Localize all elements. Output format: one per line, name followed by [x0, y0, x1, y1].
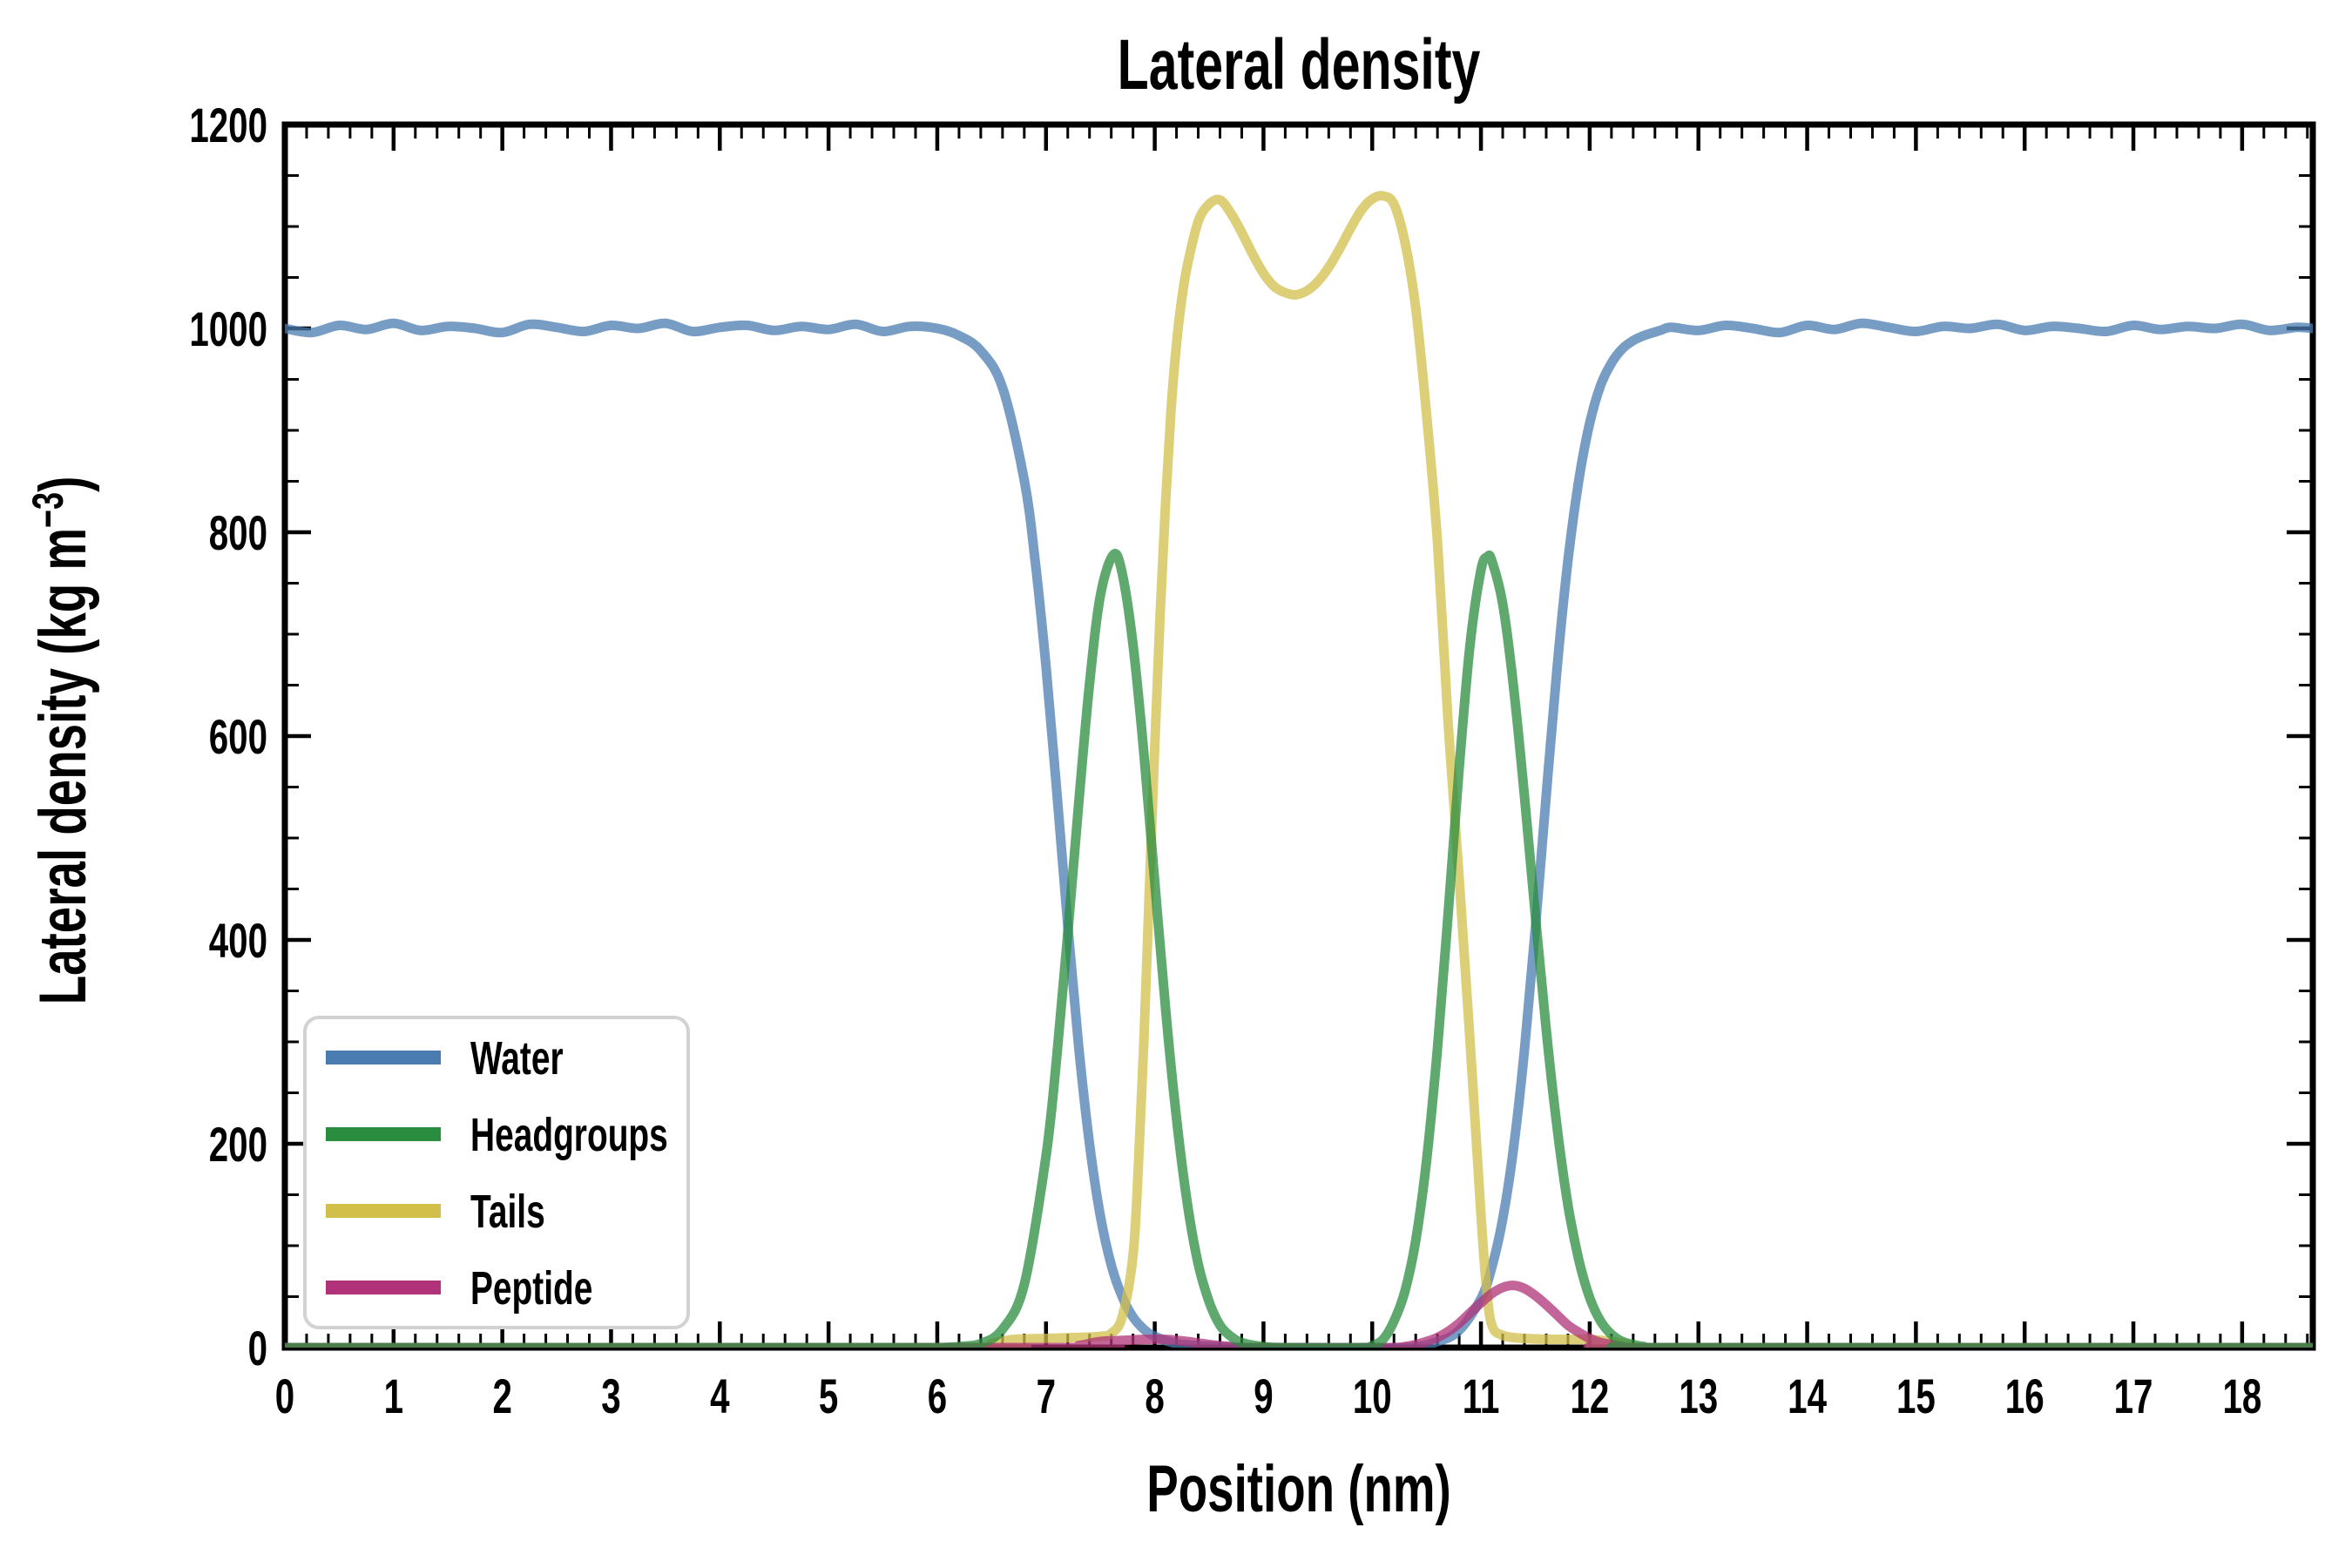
x-tick-label-7: 7	[1037, 1370, 1056, 1424]
legend-rows: Water Headgroups Tails Peptide	[326, 1031, 668, 1315]
y-tick-label-0: 0	[248, 1322, 267, 1376]
x-tick-label-17: 17	[2114, 1370, 2153, 1424]
x-tick-label-13: 13	[1679, 1370, 1718, 1424]
headgroups-curve	[285, 549, 2313, 1348]
legend: Water Headgroups Tails Peptide	[303, 1016, 690, 1329]
x-tick-label-11: 11	[1463, 1370, 1500, 1424]
x-tick-label-12: 12	[1570, 1370, 1609, 1424]
curves	[285, 191, 2313, 1348]
x-tick-label-6: 6	[928, 1370, 947, 1424]
x-tick-label-14: 14	[1788, 1370, 1827, 1424]
y-axis-label-superscript: −3	[24, 492, 72, 528]
y-tick-label-200: 200	[209, 1119, 267, 1173]
water-curve	[285, 318, 2313, 1348]
x-tick-label-8: 8	[1145, 1370, 1164, 1424]
x-tick-label-1: 1	[384, 1370, 403, 1424]
x-tick-label-3: 3	[601, 1370, 620, 1424]
x-tick-label-0: 0	[275, 1370, 294, 1424]
x-tick-label-15: 15	[1896, 1370, 1936, 1424]
y-tick-label-1000: 1000	[189, 303, 267, 357]
y-tick-label-600: 600	[209, 711, 267, 765]
x-tick-label-18: 18	[2222, 1370, 2261, 1424]
y-tick-label-400: 400	[209, 915, 267, 969]
peptide-curve	[285, 1281, 2313, 1348]
x-axis-label: Position (nm)	[1146, 1452, 1451, 1526]
y-axis-label-close: )	[26, 476, 100, 492]
legend-label-headgroups: Headgroups	[470, 1108, 668, 1161]
x-tick-label-4: 4	[710, 1370, 729, 1424]
y-tick-label-800: 800	[209, 507, 267, 561]
legend-label-water: Water	[470, 1031, 564, 1085]
legend-label-tails: Tails	[470, 1185, 545, 1238]
axis-tick-labels: 0 1 2 3 4 5 6 7 8 9 10 11 12 13 14 15 16 17 18020040060080…	[189, 99, 2261, 1424]
legend-label-peptide: Peptide	[470, 1261, 592, 1315]
y-tick-label-1200: 1200	[189, 99, 267, 153]
x-tick-label-5: 5	[819, 1370, 838, 1424]
chart-title: Lateral density	[1118, 25, 1481, 105]
x-tick-label-2: 2	[492, 1370, 511, 1424]
x-tick-label-10: 10	[1353, 1370, 1392, 1424]
x-tick-label-16: 16	[2005, 1370, 2044, 1424]
legend-box	[303, 1016, 690, 1329]
y-axis-label: Lateral density (kg m−3)	[24, 476, 100, 1005]
y-axis-label-main: Lateral density (kg m	[26, 528, 100, 1004]
x-tick-label-9: 9	[1254, 1370, 1273, 1424]
